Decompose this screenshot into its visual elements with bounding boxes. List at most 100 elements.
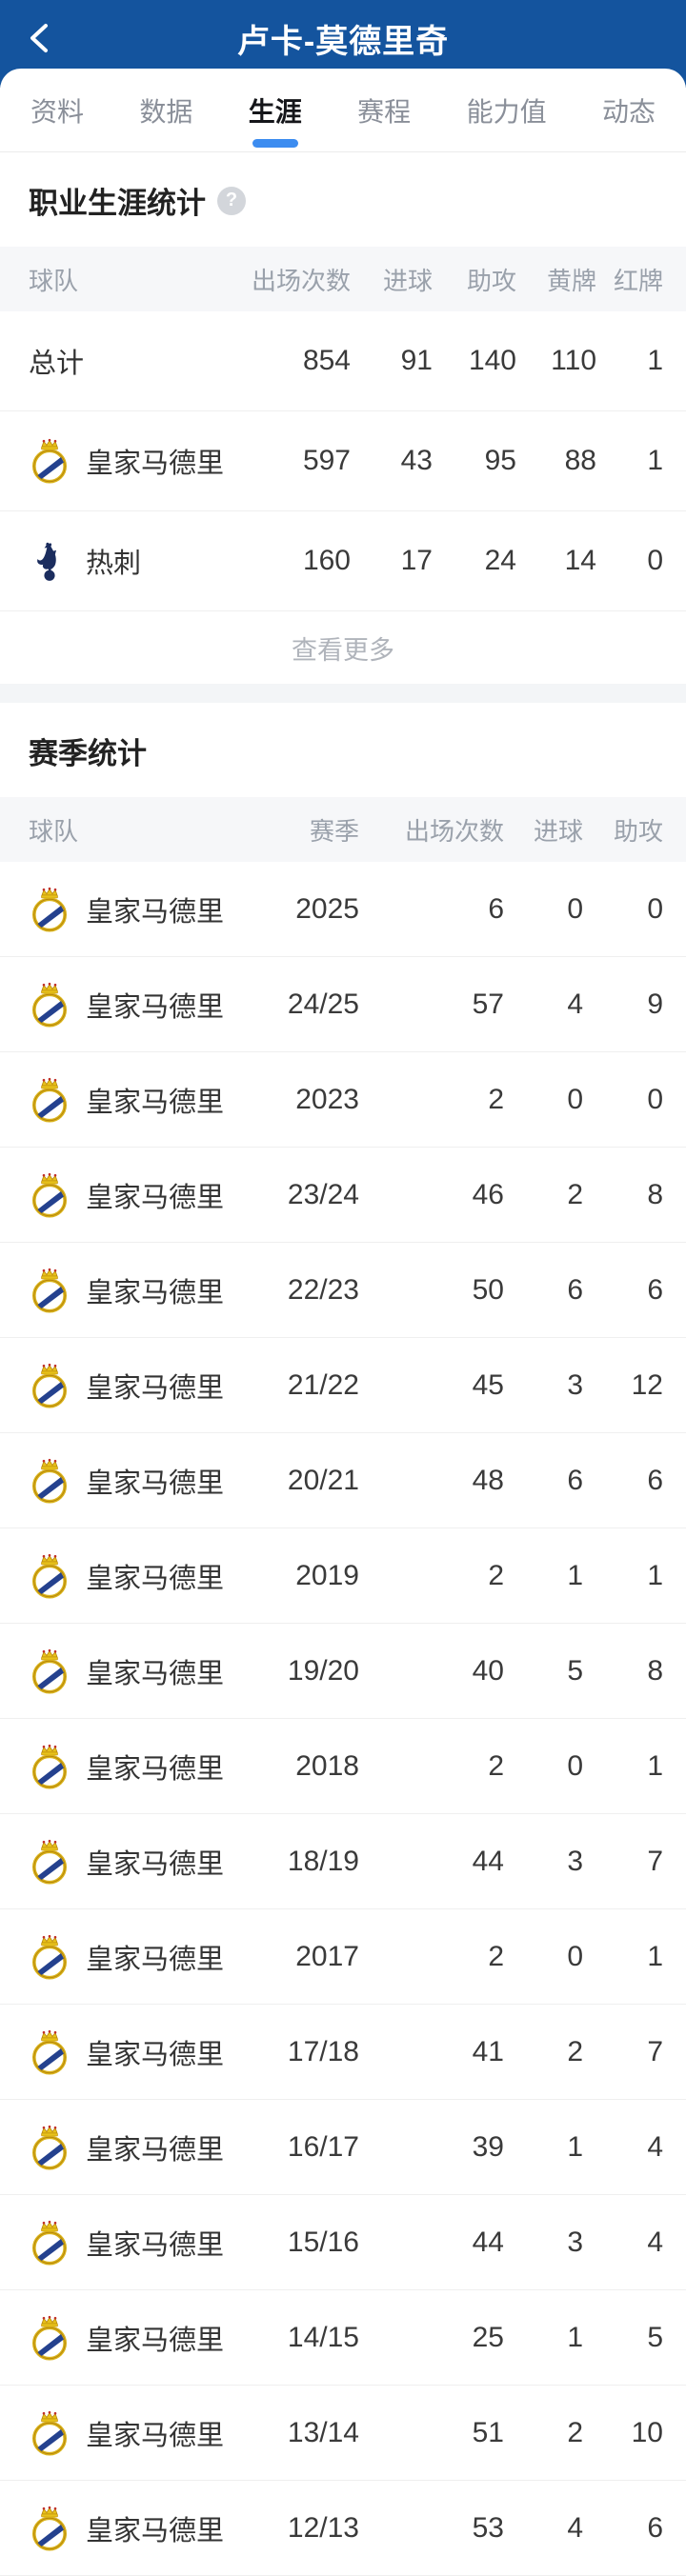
assists-value: 4: [647, 2130, 663, 2163]
appearances-value: 40: [472, 1654, 504, 1687]
section-divider: [0, 684, 686, 703]
table-row: 皇家马德里 14/15 25 1 5: [0, 2290, 686, 2386]
appearances-value: 6: [488, 892, 504, 925]
goals-value: 2: [567, 2416, 583, 2448]
assists-value: 0: [647, 1083, 663, 1115]
appearances-value: 854: [302, 345, 351, 376]
appearances-value: 597: [302, 445, 351, 476]
assists-value: 0: [647, 892, 663, 925]
tab-ability[interactable]: 能力值: [466, 96, 547, 127]
table-row: 皇家马德里 2025 6 0 0: [0, 862, 686, 957]
team-name: 皇家马德里: [86, 1658, 225, 1689]
real-madrid-crest-icon: [29, 1552, 71, 1600]
col-appearances: 出场次数: [404, 816, 504, 846]
appearances-value: 25: [472, 2321, 504, 2353]
team-name: 皇家马德里: [86, 1753, 225, 1785]
season-value: 2023: [295, 1083, 359, 1115]
table-row: 皇家马德里 2019 2 1 1: [0, 1528, 686, 1624]
season-value: 2019: [295, 1559, 359, 1591]
team-name: 皇家马德里: [86, 2039, 225, 2070]
tab-data[interactable]: 数据: [139, 96, 193, 127]
season-section-title: 赛季统计: [29, 737, 147, 770]
assists-value: 4: [647, 2226, 663, 2258]
season-value: 22/23: [287, 1273, 359, 1306]
career-section-header: 职业生涯统计 ?: [0, 152, 686, 247]
goals-value: 3: [567, 2226, 583, 2258]
appearances-value: 57: [472, 988, 504, 1020]
tab-schedule[interactable]: 赛程: [357, 96, 412, 127]
team-name: 皇家马德里: [86, 1087, 225, 1118]
tab-news[interactable]: 动态: [601, 96, 656, 127]
col-team: 球队: [29, 816, 79, 846]
team-name: 皇家马德里: [86, 1944, 225, 1975]
red-cards-value: 1: [647, 445, 663, 476]
table-row: 皇家马德里 22/23 50 6 6: [0, 1243, 686, 1338]
season-value: 13/14: [287, 2416, 359, 2448]
assists-value: 9: [647, 988, 663, 1020]
real-madrid-crest-icon: [29, 1838, 71, 1886]
real-madrid-crest-icon: [29, 2028, 71, 2076]
appearances-value: 2: [488, 1749, 504, 1782]
col-goals: 进球: [533, 816, 583, 846]
col-season: 赛季: [309, 816, 359, 846]
appearances-value: 53: [472, 2511, 504, 2544]
appearances-value: 46: [472, 1178, 504, 1210]
content-card: 资料 数据 生涯 赛程 能力值 动态 职业生涯统计 ? 球队 出场次数 进球 助…: [0, 69, 686, 2576]
season-value: 12/13: [287, 2511, 359, 2544]
table-row: 皇家马德里 17/18 41 2 7: [0, 2005, 686, 2100]
assists-value: 10: [631, 2416, 663, 2448]
team-name: 皇家马德里: [86, 2134, 225, 2166]
appearances-value: 39: [472, 2130, 504, 2163]
table-row: 皇家马德里 23/24 46 2 8: [0, 1148, 686, 1243]
table-row: 皇家马德里 13/14 51 2 10: [0, 2386, 686, 2481]
active-tab-underline: [252, 139, 298, 148]
goals-value: 1: [567, 2321, 583, 2353]
tab-career[interactable]: 生涯: [249, 69, 302, 151]
goals-value: 2: [567, 2035, 583, 2067]
col-yellow-cards: 黄牌: [546, 266, 596, 295]
season-value: 20/21: [287, 1464, 359, 1496]
yellow-cards-value: 110: [551, 345, 596, 376]
season-value: 19/20: [287, 1654, 359, 1687]
season-value: 14/15: [287, 2321, 359, 2353]
team-name: 皇家马德里: [86, 1563, 225, 1594]
career-row-real-madrid[interactable]: 皇家马德里 597 43 95 88 1: [0, 411, 686, 511]
season-value: 23/24: [287, 1178, 359, 1210]
goals-value: 5: [567, 1654, 583, 1687]
team-name: 皇家马德里: [86, 1372, 225, 1404]
team-name: 皇家马德里: [86, 1468, 225, 1499]
question-circle-icon[interactable]: ?: [217, 186, 246, 215]
assists-value: 8: [647, 1178, 663, 1210]
goals-value: 43: [400, 445, 433, 476]
real-madrid-crest-icon: [29, 1743, 71, 1790]
season-value: 21/22: [287, 1368, 359, 1401]
real-madrid-crest-icon: [29, 437, 71, 485]
career-row-total: 总计 854 91 140 110 1: [0, 311, 686, 411]
table-row: 皇家马德里 20/21 48 6 6: [0, 1433, 686, 1528]
real-madrid-crest-icon: [29, 1457, 71, 1505]
real-madrid-crest-icon: [29, 1647, 71, 1695]
team-name: 皇家马德里: [86, 2325, 225, 2356]
yellow-cards-value: 14: [564, 545, 596, 576]
appearances-value: 48: [472, 1464, 504, 1496]
appearances-value: 41: [472, 2035, 504, 2067]
goals-value: 1: [567, 1559, 583, 1591]
career-row-tottenham[interactable]: 热刺 160 17 24 14 0: [0, 511, 686, 611]
col-team: 球队: [29, 266, 79, 295]
team-name: 总计: [29, 349, 85, 379]
team-name: 皇家马德里: [86, 1277, 225, 1308]
appearances-value: 160: [302, 545, 351, 576]
table-row: 皇家马德里 15/16 44 3 4: [0, 2195, 686, 2290]
team-name: 皇家马德里: [86, 2420, 225, 2451]
real-madrid-crest-icon: [29, 2314, 71, 2362]
real-madrid-crest-icon: [29, 1933, 71, 1981]
view-more-button[interactable]: 查看更多: [292, 635, 394, 665]
back-button[interactable]: [15, 11, 69, 65]
page-title: 卢卡-莫德里奇: [236, 24, 450, 60]
goals-value: 0: [567, 1749, 583, 1782]
assists-value: 7: [647, 2035, 663, 2067]
goals-value: 2: [567, 1178, 583, 1210]
appearances-value: 51: [472, 2416, 504, 2448]
yellow-cards-value: 88: [564, 445, 596, 476]
tab-profile[interactable]: 资料: [30, 96, 85, 127]
